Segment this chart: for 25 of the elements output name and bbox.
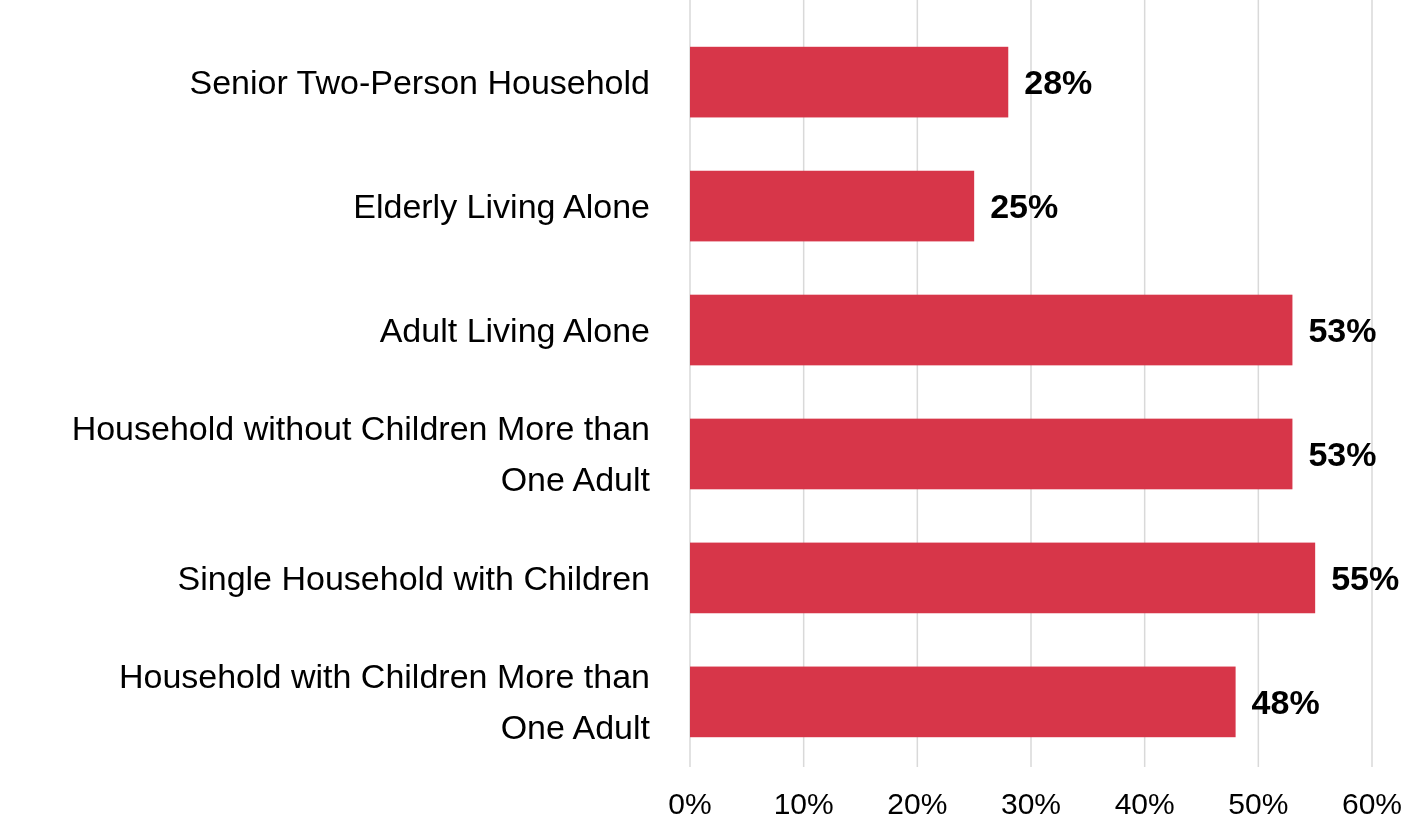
x-tick-label: 40%: [1114, 787, 1175, 820]
y-tick-label: Elderly Living Alone: [353, 187, 650, 226]
y-tick-label: Household with Children More than One Adult: [118, 657, 651, 747]
bar: [690, 542, 1316, 614]
data-label: 48%: [1251, 682, 1320, 721]
x-tick-label: 60%: [1341, 787, 1403, 820]
bar: [690, 666, 1236, 738]
x-tick-label: 30%: [1000, 787, 1062, 820]
x-tick-label: 10%: [773, 787, 834, 820]
bar: [690, 46, 1009, 118]
data-label: 53%: [1308, 311, 1377, 350]
y-tick-label: Household without Children More than One Adult: [71, 409, 651, 499]
bar: [690, 294, 1293, 366]
bar: [690, 418, 1293, 490]
x-tick-label: 20%: [887, 787, 948, 820]
x-tick-label: 50%: [1228, 787, 1289, 820]
y-tick-label: Senior Two-Person Household: [189, 63, 650, 102]
bar: [690, 170, 975, 242]
y-tick-label: Single Household with Children: [177, 558, 650, 597]
data-label: 53%: [1308, 434, 1377, 473]
x-tick-label: 0%: [668, 787, 712, 820]
data-label: 25%: [990, 187, 1059, 226]
y-tick-label: Adult Living Alone: [379, 311, 650, 350]
data-label: 55%: [1331, 558, 1400, 597]
data-label: 28%: [1024, 63, 1093, 102]
